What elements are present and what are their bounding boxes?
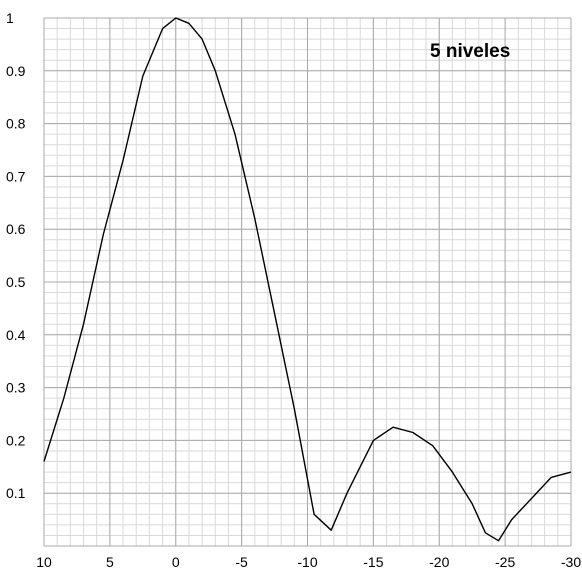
tick-labels: 10 5 0 -5 -10 -15 -20 -25 -30 0.1 0.2 0.3 0.4 0.5 0.6 0… — [6, 10, 581, 570]
y-tick-label: 0.9 — [6, 63, 26, 79]
x-tick-label: -10 — [297, 554, 317, 570]
y-tick-label: 0.2 — [6, 432, 26, 448]
x-tick-label: -30 — [561, 554, 581, 570]
major-grid — [43, 17, 572, 547]
x-tick-label: -15 — [363, 554, 383, 570]
x-tick-label: -25 — [495, 554, 515, 570]
y-tick-label: 0.4 — [6, 327, 26, 343]
x-tick-label: 0 — [172, 554, 180, 570]
y-tick-label: 0.5 — [6, 274, 26, 290]
x-tick-label: -20 — [429, 554, 449, 570]
y-tick-label: 0.3 — [6, 380, 26, 396]
y-tick-label: 0.8 — [6, 116, 26, 132]
x-tick-label: -5 — [235, 554, 248, 570]
x-tick-label: 10 — [36, 554, 52, 570]
y-tick-label: 0.7 — [6, 168, 26, 184]
y-tick-label: 1 — [6, 10, 14, 26]
y-tick-label: 0.6 — [6, 221, 26, 237]
series-group — [43, 17, 572, 542]
series-line — [43, 17, 572, 542]
y-tick-label: 0.1 — [6, 485, 26, 501]
x-tick-label: 5 — [106, 554, 114, 570]
level-annotation: 5 niveles — [430, 41, 510, 62]
